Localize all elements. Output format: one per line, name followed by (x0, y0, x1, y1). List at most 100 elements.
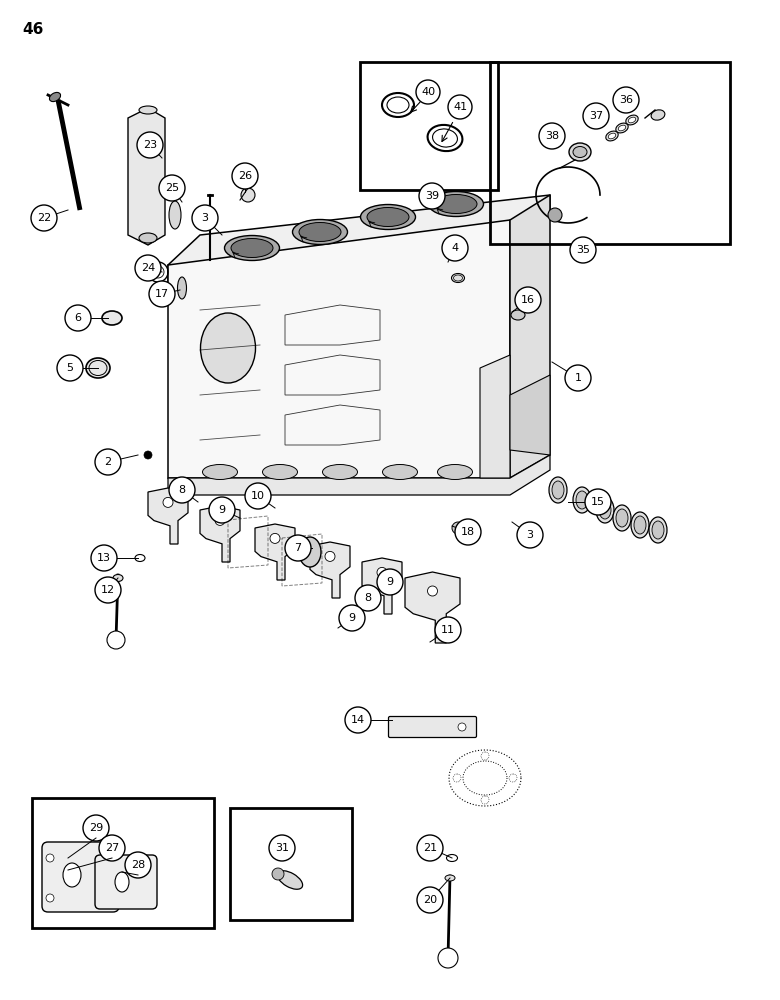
Circle shape (272, 868, 284, 880)
Ellipse shape (299, 223, 341, 241)
Circle shape (137, 132, 163, 158)
Circle shape (245, 483, 271, 509)
Polygon shape (362, 558, 402, 614)
Circle shape (570, 237, 596, 263)
Ellipse shape (552, 481, 564, 499)
Circle shape (125, 852, 151, 878)
Text: 24: 24 (141, 263, 155, 273)
Ellipse shape (626, 115, 638, 125)
Circle shape (135, 255, 161, 281)
Ellipse shape (200, 313, 256, 383)
Ellipse shape (263, 464, 297, 480)
Ellipse shape (615, 123, 628, 133)
Text: 9: 9 (218, 505, 225, 515)
Text: 22: 22 (37, 213, 51, 223)
Ellipse shape (203, 464, 237, 480)
Circle shape (152, 266, 164, 278)
Ellipse shape (292, 220, 348, 244)
Circle shape (377, 567, 387, 577)
Ellipse shape (63, 863, 81, 887)
Text: 9: 9 (386, 577, 394, 587)
Text: 11: 11 (441, 625, 455, 635)
Text: 41: 41 (453, 102, 467, 112)
Circle shape (583, 103, 609, 129)
Circle shape (448, 95, 472, 119)
Circle shape (83, 815, 109, 841)
Circle shape (241, 188, 255, 202)
Circle shape (163, 497, 173, 507)
Ellipse shape (367, 208, 409, 227)
Polygon shape (168, 220, 510, 478)
Circle shape (215, 515, 225, 525)
Text: 29: 29 (89, 823, 103, 833)
Ellipse shape (102, 311, 122, 325)
Circle shape (57, 355, 83, 381)
Text: 27: 27 (105, 843, 119, 853)
Circle shape (209, 497, 235, 523)
Bar (32, 798, 214, 928)
Text: 37: 37 (589, 111, 603, 121)
Circle shape (377, 569, 403, 595)
Ellipse shape (608, 133, 615, 139)
Ellipse shape (599, 501, 611, 519)
Ellipse shape (652, 521, 664, 539)
Circle shape (232, 163, 258, 189)
Ellipse shape (115, 872, 129, 892)
Polygon shape (405, 572, 460, 643)
Circle shape (455, 519, 481, 545)
Circle shape (515, 287, 541, 313)
Circle shape (95, 577, 121, 603)
Circle shape (565, 365, 591, 391)
Circle shape (417, 887, 443, 913)
Circle shape (585, 489, 611, 515)
Ellipse shape (573, 146, 587, 157)
Text: 28: 28 (131, 860, 145, 870)
Ellipse shape (299, 537, 321, 567)
Ellipse shape (178, 277, 186, 299)
Ellipse shape (278, 871, 303, 889)
Circle shape (345, 707, 371, 733)
Ellipse shape (382, 464, 417, 480)
Ellipse shape (428, 192, 484, 217)
Text: 8: 8 (179, 485, 186, 495)
Ellipse shape (49, 92, 61, 102)
Polygon shape (168, 455, 550, 495)
Ellipse shape (231, 238, 273, 257)
Circle shape (517, 522, 543, 548)
Text: 25: 25 (165, 183, 179, 193)
Text: 38: 38 (545, 131, 559, 141)
Text: 18: 18 (461, 527, 475, 537)
Ellipse shape (445, 875, 455, 881)
Circle shape (107, 631, 125, 649)
Polygon shape (148, 488, 188, 544)
Ellipse shape (651, 110, 665, 120)
Text: 20: 20 (423, 895, 437, 905)
Bar (490, 62, 730, 244)
Ellipse shape (139, 233, 157, 243)
Circle shape (427, 586, 438, 596)
Text: 26: 26 (238, 171, 252, 181)
Ellipse shape (452, 273, 465, 282)
Ellipse shape (113, 574, 123, 582)
Text: 8: 8 (364, 593, 371, 603)
Ellipse shape (613, 505, 631, 531)
Ellipse shape (322, 464, 357, 480)
Circle shape (417, 835, 443, 861)
Circle shape (46, 894, 54, 902)
Ellipse shape (573, 487, 591, 513)
Ellipse shape (139, 106, 157, 114)
Circle shape (99, 835, 125, 861)
Circle shape (192, 205, 218, 231)
Text: 36: 36 (619, 95, 633, 105)
Text: 14: 14 (351, 715, 365, 725)
Polygon shape (480, 355, 510, 478)
Text: 12: 12 (101, 585, 115, 595)
Ellipse shape (86, 358, 110, 378)
Ellipse shape (606, 131, 619, 141)
Bar (360, 62, 498, 190)
Polygon shape (510, 375, 550, 455)
Circle shape (31, 205, 57, 231)
Polygon shape (200, 506, 240, 562)
Polygon shape (310, 542, 350, 598)
Text: 4: 4 (452, 243, 459, 253)
